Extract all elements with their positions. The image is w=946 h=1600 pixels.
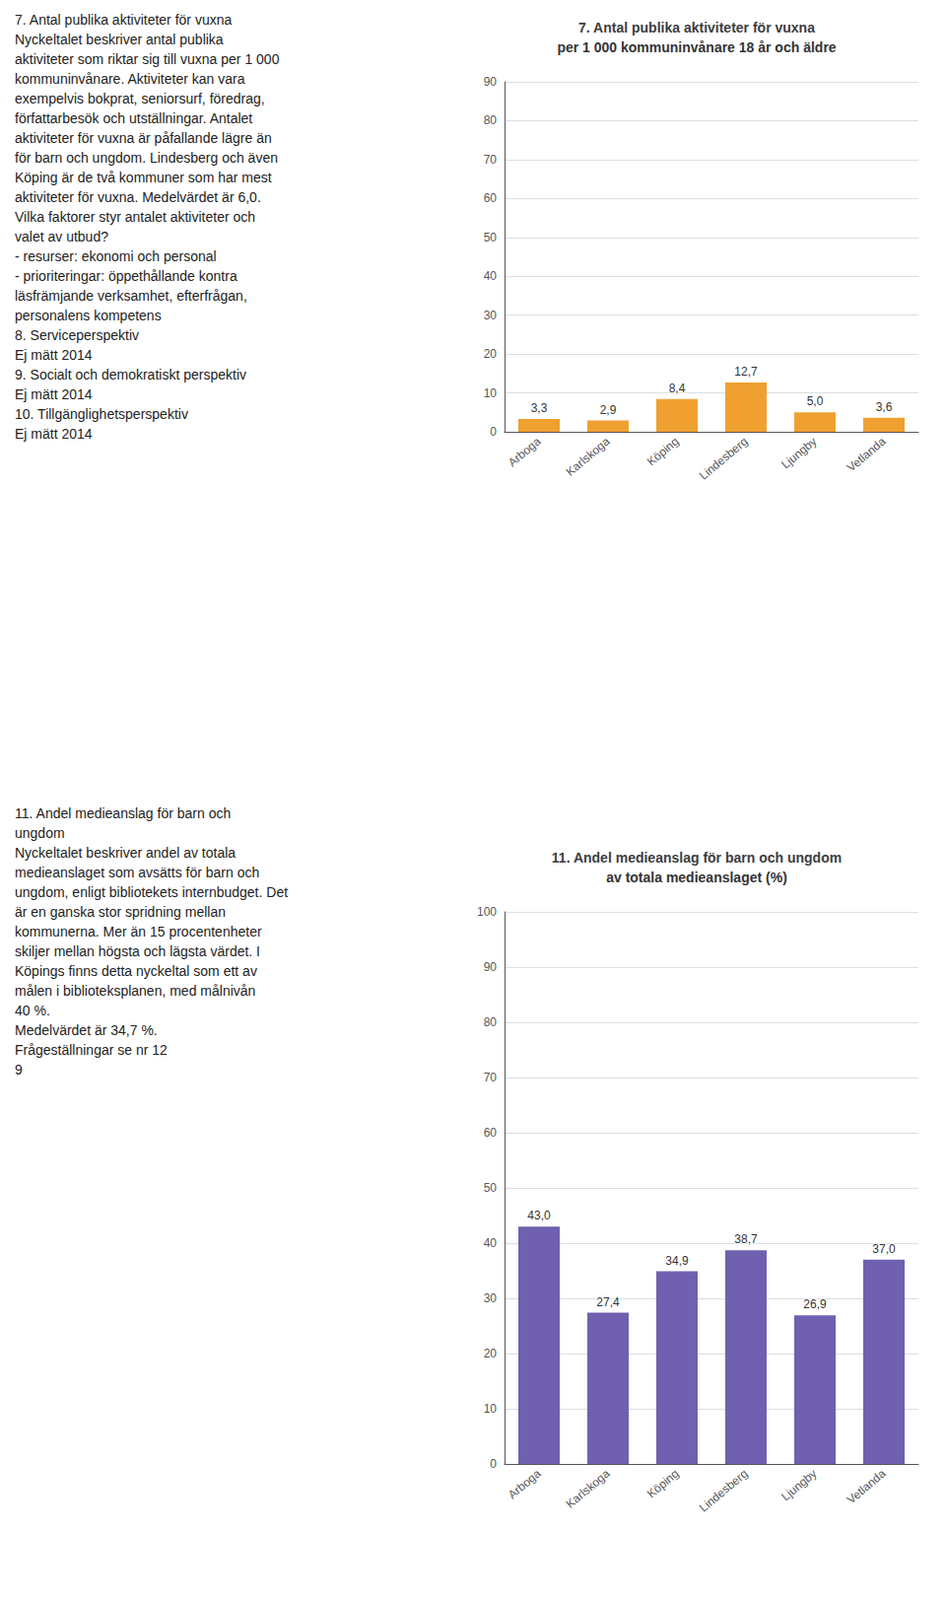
html-text:7. Antal publika aktiviteter f: 7. Antal publika aktiviteter för vuxna xyxy=(14,11,232,28)
html-text:Vilka faktorer styr antalet ak: Vilka faktorer styr antalet aktiviteter … xyxy=(14,208,256,225)
svg-text:5,0: 5,0 xyxy=(807,394,824,408)
svg-text:7. Antal publika aktiviteter f: 7. Antal publika aktiviteter för vuxna xyxy=(578,19,815,36)
svg-text:20: 20 xyxy=(483,346,498,361)
svg-text:37,0: 37,0 xyxy=(872,1241,896,1256)
html-text:- prioriteringar: öppethålland: - prioriteringar: öppethållande kontra xyxy=(14,268,238,284)
svg-text:30: 30 xyxy=(483,1290,498,1305)
svg-text:10: 10 xyxy=(483,386,498,401)
html-text:Nyckeltalet beskriver andel av: Nyckeltalet beskriver andel av totala xyxy=(14,844,236,861)
html-text:9. Socialt och demokratiskt pe: 9. Socialt och demokratiskt perspektiv xyxy=(14,366,247,383)
html-text:skiljer mellan högsta och lägs: skiljer mellan högsta och lägsta värdet.… xyxy=(14,943,261,959)
html-text:Ej mätt 2014: Ej mätt 2014 xyxy=(14,346,93,363)
html-text:personalens kompetens: personalens kompetens xyxy=(14,307,162,324)
html-text:Nyckeltalet beskriver antal pu: Nyckeltalet beskriver antal publika xyxy=(14,31,224,48)
svg-text:3,6: 3,6 xyxy=(876,400,893,414)
svg-text:Karlskoga: Karlskoga xyxy=(563,1465,613,1510)
svg-text:Vetlanda: Vetlanda xyxy=(844,1465,889,1506)
html-text:ungdom: ungdom xyxy=(14,824,65,841)
svg-text:90: 90 xyxy=(483,959,498,974)
html-text:aktiviteter som riktar sig til: aktiviteter som riktar sig till vuxna pe… xyxy=(14,51,280,68)
html-text:ungdom, enligt bibliotekets in: ungdom, enligt bibliotekets internbudget… xyxy=(14,883,288,900)
svg-text:100: 100 xyxy=(476,904,497,919)
html-text:exempelvis bokprat, seniorsurf: exempelvis bokprat, seniorsurf, föredrag… xyxy=(14,90,265,107)
svg-text:11. Andel medieanslag för barn: 11. Andel medieanslag för barn och ungdo… xyxy=(551,849,842,866)
svg-text:0: 0 xyxy=(489,424,497,439)
svg-text:Vetlanda: Vetlanda xyxy=(844,433,889,474)
svg-text:43,0: 43,0 xyxy=(527,1208,551,1222)
html-text:- resurser: ekonomi och person: - resurser: ekonomi och personal xyxy=(14,248,217,265)
html-text:medieanslaget som avsätts för: medieanslaget som avsätts för barn och xyxy=(14,864,260,880)
svg-text:Ljungby: Ljungby xyxy=(778,1466,819,1504)
html-text:Köping är de två kommuner som: Köping är de två kommuner som har mest xyxy=(14,169,272,186)
svg-text:20: 20 xyxy=(483,1346,498,1360)
html-text:11. Andel medieanslag för barn: 11. Andel medieanslag för barn och xyxy=(14,805,231,821)
html-text:aktiviteter för vuxna är påfal: aktiviteter för vuxna är påfallande lägr… xyxy=(14,130,272,146)
svg-text:3,3: 3,3 xyxy=(531,401,548,415)
svg-text:Lindesberg: Lindesberg xyxy=(696,1466,750,1515)
html-text:10. Tillgänglighetsperspektiv: 10. Tillgänglighetsperspektiv xyxy=(14,405,189,422)
svg-text:80: 80 xyxy=(483,113,498,128)
svg-text:27,4: 27,4 xyxy=(596,1294,620,1309)
svg-text:per 1 000 kommuninvånare 18 år: per 1 000 kommuninvånare 18 år och äldre xyxy=(556,39,836,56)
html-text:läsfrämjande verksamhet, efter: läsfrämjande verksamhet, efterfrågan, xyxy=(14,287,248,304)
svg-text:34,9: 34,9 xyxy=(665,1253,689,1268)
html-text:Medelvärdet är 34,7 %.: Medelvärdet är 34,7 %. xyxy=(14,1021,158,1038)
html-text:40 %.: 40 %. xyxy=(14,1002,51,1018)
html-text:Ej mätt 2014: Ej mätt 2014 xyxy=(14,425,93,442)
svg-text:70: 70 xyxy=(483,152,498,167)
svg-text:Lindesberg: Lindesberg xyxy=(696,434,750,483)
svg-text:Ljungby: Ljungby xyxy=(778,434,819,473)
svg-text:60: 60 xyxy=(483,1125,498,1140)
svg-text:40: 40 xyxy=(483,269,498,283)
svg-text:38,7: 38,7 xyxy=(734,1231,758,1246)
html-text:9: 9 xyxy=(14,1061,23,1078)
svg-text:8,4: 8,4 xyxy=(669,381,686,396)
svg-text:2,9: 2,9 xyxy=(600,403,617,417)
svg-text:30: 30 xyxy=(483,308,498,323)
html-text:valet av utbud?: valet av utbud? xyxy=(14,228,109,245)
html-text:kommuninvånare. Aktiviteter ka: kommuninvånare. Aktiviteter kan vara xyxy=(14,70,245,87)
html-text:Frågeställningar se nr 12: Frågeställningar se nr 12 xyxy=(14,1041,168,1058)
html-text:Köpings finns detta nyckeltal: Köpings finns detta nyckeltal som ett av xyxy=(14,962,258,979)
html-text:Ej mätt 2014: Ej mätt 2014 xyxy=(14,386,93,403)
html-text:författarbesök och utställning: författarbesök och utställningar. Antale… xyxy=(14,110,253,127)
svg-text:12,7: 12,7 xyxy=(734,364,758,379)
svg-text:26,9: 26,9 xyxy=(803,1296,827,1311)
html-text:är en ganska stor spridning me: är en ganska stor spridning mellan xyxy=(14,903,226,920)
html-text:för barn och ungdom. Lindesber: för barn och ungdom. Lindesberg och även xyxy=(14,149,278,166)
svg-text:70: 70 xyxy=(483,1070,498,1084)
svg-text:80: 80 xyxy=(483,1014,498,1029)
svg-text:Karlskoga: Karlskoga xyxy=(563,433,613,478)
svg-text:50: 50 xyxy=(483,1180,498,1195)
svg-text:50: 50 xyxy=(483,230,498,245)
html-text:kommunerna. Mer än 15 procente: kommunerna. Mer än 15 procentenheter xyxy=(14,923,262,940)
svg-text:40: 40 xyxy=(483,1235,498,1250)
svg-text:av totala medieanslaget (%): av totala medieanslaget (%) xyxy=(606,869,788,885)
html-text:målen i biblioteksplanen, med: målen i biblioteksplanen, med målnivån xyxy=(14,982,256,999)
svg-text:10: 10 xyxy=(483,1401,498,1416)
svg-text:90: 90 xyxy=(483,74,498,89)
svg-text:0: 0 xyxy=(489,1456,497,1471)
html-text:aktiviteter för vuxna. Medelvä: aktiviteter för vuxna. Medelvärdet är 6,… xyxy=(14,189,261,205)
svg-text:Köping: Köping xyxy=(644,434,682,470)
svg-text:Arboga: Arboga xyxy=(505,1465,544,1501)
html-text:8. Serviceperspektiv: 8. Serviceperspektiv xyxy=(14,327,140,343)
svg-text:60: 60 xyxy=(483,191,498,205)
svg-text:Köping: Köping xyxy=(644,1466,682,1501)
svg-text:Arboga: Arboga xyxy=(505,433,544,470)
